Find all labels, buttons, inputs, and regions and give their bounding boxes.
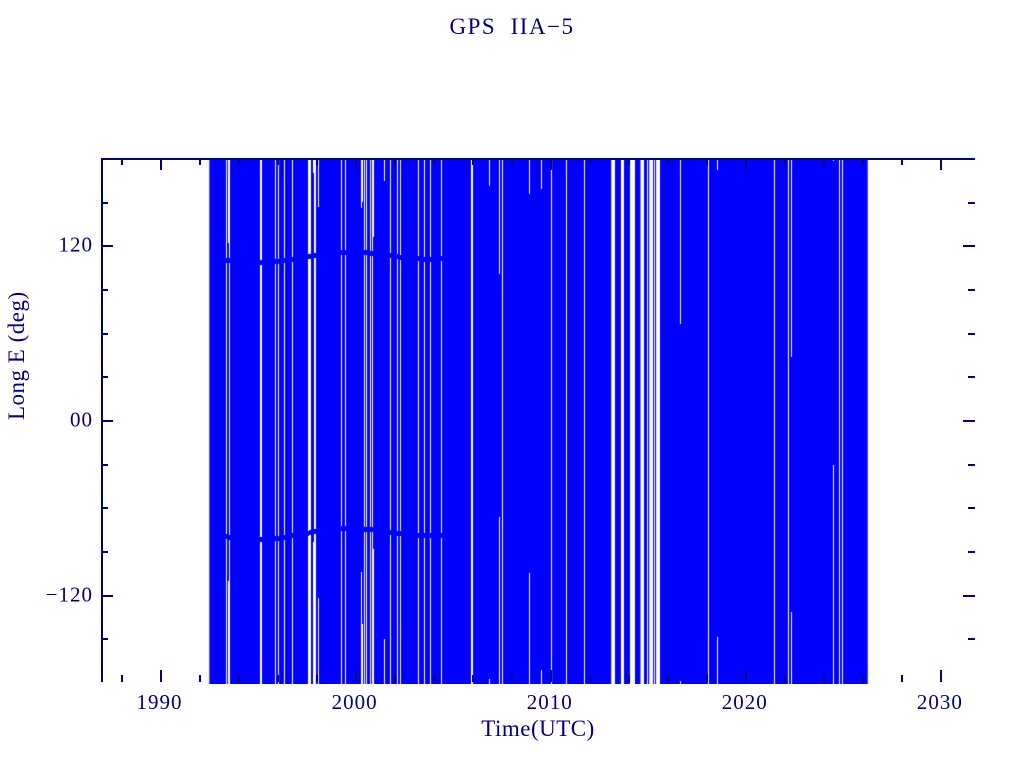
x-tick-major <box>159 670 162 682</box>
x-tick-minor-top <box>666 158 669 165</box>
x-tick-minor <box>237 675 240 682</box>
y-tick-minor-right <box>968 463 975 466</box>
y-tick-minor-right <box>968 638 975 641</box>
x-tick-minor-top <box>822 158 825 165</box>
y-tick-major-right <box>963 245 975 248</box>
x-tick-minor-top <box>783 158 786 165</box>
x-tick-label: 2000 <box>331 690 378 714</box>
x-tick-minor <box>510 675 513 682</box>
x-tick-label: 2020 <box>721 690 768 714</box>
x-tick-minor <box>705 675 708 682</box>
x-tick-minor <box>861 675 864 682</box>
y-tick-major-right <box>963 420 975 422</box>
x-tick-minor <box>783 675 786 682</box>
x-tick-minor <box>666 675 669 682</box>
x-tick-major <box>354 670 357 682</box>
x-tick-minor <box>900 675 903 682</box>
x-tick-minor-top <box>393 158 396 165</box>
x-tick-minor-top <box>198 158 201 165</box>
x-tick-major-top <box>549 158 552 170</box>
y-tick-minor <box>101 289 108 291</box>
x-tick-minor-top <box>861 158 864 165</box>
x-tick-minor <box>822 675 825 682</box>
y-tick-minor-right <box>968 332 975 335</box>
y-tick-label: 120 <box>58 232 93 257</box>
data-series-canvas <box>103 160 977 684</box>
x-tick-minor-top <box>705 158 708 165</box>
y-tick-label: 00 <box>70 407 93 432</box>
y-tick-minor-right <box>968 376 975 379</box>
x-tick-minor <box>588 675 591 682</box>
x-tick-major-top <box>354 158 357 170</box>
x-tick-minor-top <box>627 158 630 165</box>
y-tick-minor-right <box>968 201 975 204</box>
x-tick-minor <box>471 675 474 682</box>
x-tick-major <box>549 670 552 682</box>
y-tick-minor <box>101 332 108 335</box>
x-tick-major-top <box>939 158 942 170</box>
x-tick-minor <box>393 675 396 682</box>
x-tick-minor-top <box>510 158 513 165</box>
y-tick-major <box>101 594 113 597</box>
x-tick-major <box>939 670 942 682</box>
x-tick-minor-top <box>276 158 279 165</box>
page-title: GPS IIA−5 <box>449 14 575 39</box>
y-tick-major-right <box>963 594 975 597</box>
x-axis-label: Time(UTC) <box>481 716 595 741</box>
y-tick-minor <box>101 507 108 510</box>
x-tick-label: 2010 <box>526 690 573 714</box>
y-tick-minor-right <box>968 507 975 510</box>
y-axis-label: Long E (deg) <box>4 291 29 420</box>
x-tick-label: 1990 <box>136 690 183 714</box>
x-tick-minor-top <box>471 158 474 165</box>
y-tick-minor <box>101 638 108 641</box>
plot-area <box>101 158 977 684</box>
y-tick-minor <box>101 376 108 379</box>
x-tick-label: 2030 <box>916 690 963 714</box>
x-tick-minor-top <box>432 158 435 165</box>
x-tick-major-top <box>744 158 747 170</box>
x-tick-minor-top <box>588 158 591 165</box>
y-tick-minor-right <box>968 289 975 291</box>
y-tick-major <box>101 245 113 248</box>
x-tick-minor-top <box>315 158 318 165</box>
x-tick-minor-top <box>237 158 240 165</box>
y-tick-label: −120 <box>45 582 93 607</box>
x-tick-minor <box>198 675 201 682</box>
x-tick-minor <box>627 675 630 682</box>
x-tick-minor <box>120 675 123 682</box>
x-tick-minor-top <box>120 158 123 165</box>
y-tick-minor-right <box>968 551 975 553</box>
x-tick-major-top <box>159 158 162 170</box>
x-tick-major <box>744 670 747 682</box>
x-tick-minor <box>315 675 318 682</box>
x-tick-minor <box>432 675 435 682</box>
y-tick-major <box>101 420 113 422</box>
x-tick-minor-top <box>900 158 903 165</box>
x-tick-minor <box>276 675 279 682</box>
y-tick-minor <box>101 201 108 204</box>
y-tick-minor <box>101 551 108 553</box>
y-tick-minor <box>101 463 108 466</box>
